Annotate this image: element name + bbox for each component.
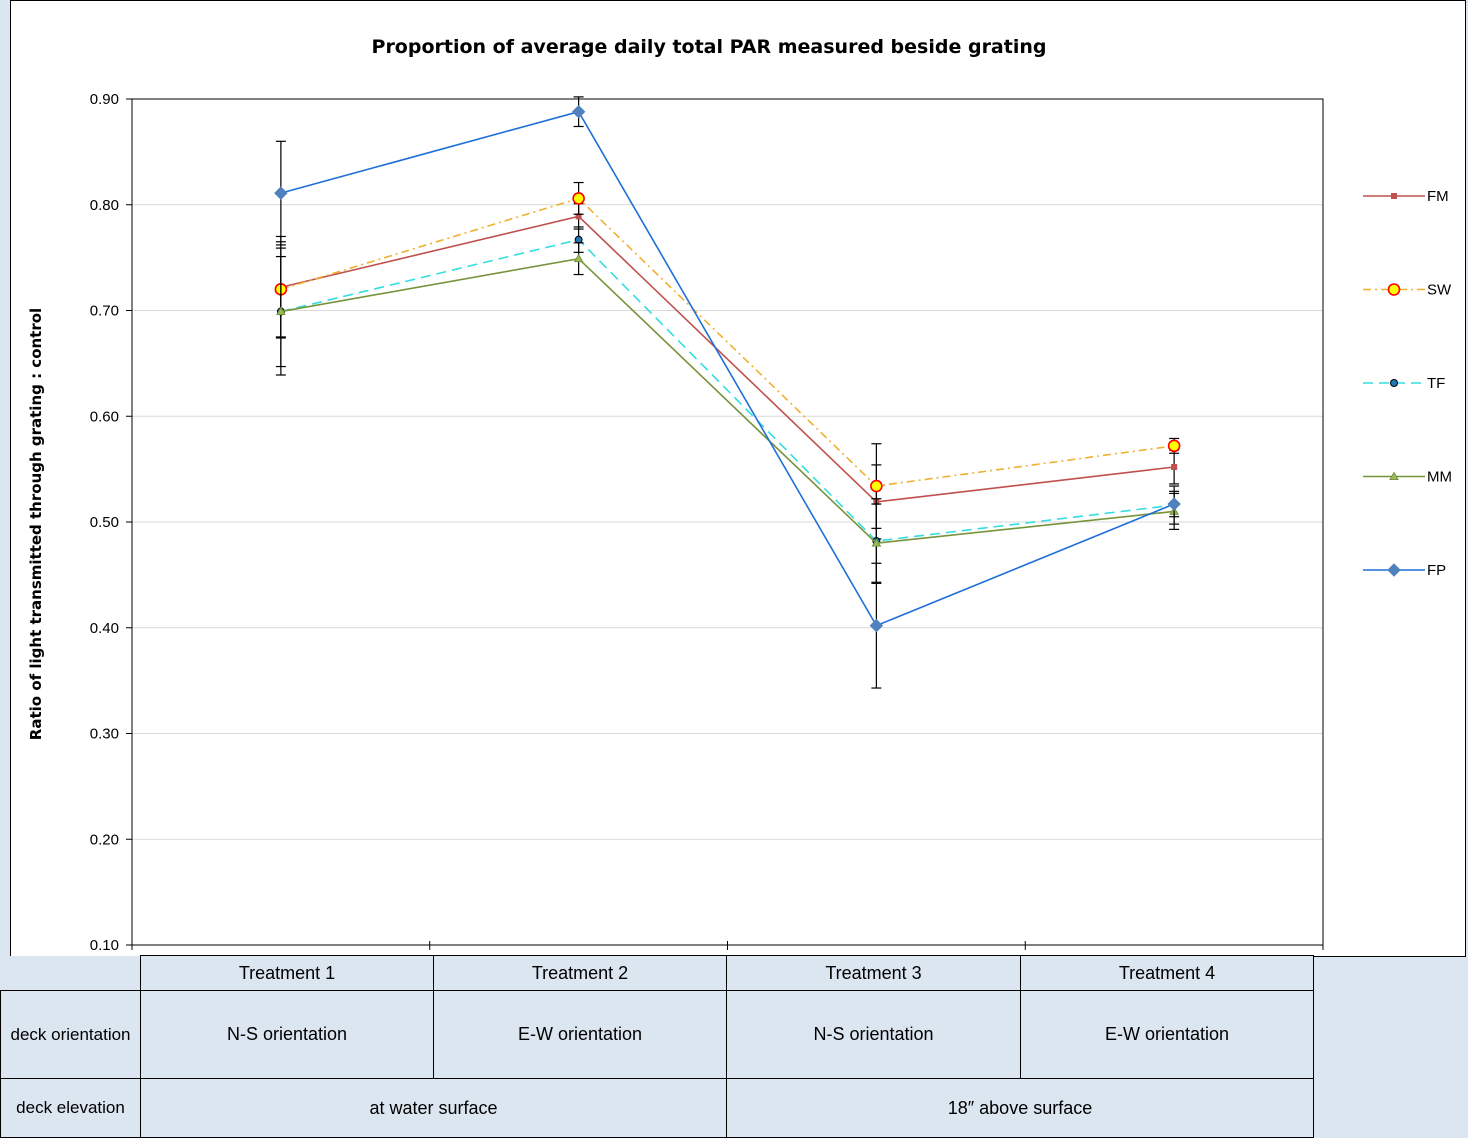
treatment-table: Treatment 1 Treatment 2 Treatment 3 Trea… <box>0 955 1314 1138</box>
legend-marker <box>1390 379 1398 387</box>
treatment-1-orientation: N-S orientation <box>140 990 434 1079</box>
legend-marker <box>1389 471 1399 480</box>
elevation-row-label: deck elevation <box>0 1078 141 1138</box>
y-tick-label: 0.80 <box>90 197 119 214</box>
data-point-fm <box>1171 464 1178 471</box>
chart-area: Proportion of average daily total PAR me… <box>10 0 1466 957</box>
data-point-fp <box>1167 497 1181 511</box>
series-fp <box>274 96 1181 689</box>
series-tf <box>275 226 1180 584</box>
treatment-2-orientation: E-W orientation <box>433 990 727 1079</box>
series-mm <box>275 242 1180 583</box>
legend-label: TF <box>1427 375 1445 392</box>
series-line-sw <box>280 197 1175 487</box>
series-line-fm <box>280 215 1175 503</box>
legend-entry-fp: FP <box>1363 562 1446 579</box>
legend-entry-tf: TF <box>1363 375 1445 392</box>
legend-label: FM <box>1427 188 1449 205</box>
y-tick-label: 0.60 <box>90 408 119 425</box>
legend-entry-fm: FM <box>1363 188 1449 205</box>
series-line-fp <box>280 110 1175 627</box>
y-tick-label: 0.20 <box>90 831 119 848</box>
data-point-sw <box>1167 439 1181 453</box>
data-point-mm <box>573 253 584 263</box>
data-point-sw <box>572 192 585 205</box>
legend-marker <box>1391 193 1397 199</box>
line-chart: Proportion of average daily total PAR me… <box>27 36 1452 954</box>
series-sw <box>274 181 1181 529</box>
y-axis-label: Ratio of light transmitted through grati… <box>27 308 45 740</box>
series-line-tf <box>280 238 1175 542</box>
data-point-fp <box>274 186 288 200</box>
orientation-row-label: deck orientation <box>0 990 141 1079</box>
treatment-3-orientation: N-S orientation <box>726 990 1021 1079</box>
legend-entry-mm: MM <box>1363 469 1452 486</box>
data-point-sw <box>870 479 883 493</box>
legend-label: SW <box>1427 282 1452 299</box>
y-tick-label: 0.30 <box>90 726 119 743</box>
table-corner <box>0 955 141 991</box>
treatment-3-header: Treatment 3 <box>726 955 1021 991</box>
series-line-mm <box>280 257 1175 544</box>
data-point-fp <box>869 618 884 633</box>
data-point-mm <box>276 306 286 316</box>
treatment-4-orientation: E-W orientation <box>1020 990 1314 1079</box>
legend-marker <box>1387 563 1401 577</box>
data-point-mm <box>871 538 882 547</box>
data-point-tf <box>574 235 583 244</box>
legend-label: FP <box>1427 562 1446 579</box>
y-tick-label: 0.10 <box>90 937 119 954</box>
series-fm <box>275 203 1180 540</box>
treatment-2-header: Treatment 2 <box>433 955 727 991</box>
elevation-water-surface: at water surface <box>140 1078 727 1138</box>
treatment-1-header: Treatment 1 <box>140 955 434 991</box>
gridlines <box>132 204 1323 840</box>
chart-title: Proportion of average daily total PAR me… <box>372 36 1047 58</box>
legend-label: MM <box>1427 469 1452 486</box>
y-tick-label: 0.40 <box>90 620 119 637</box>
y-tick-label: 0.50 <box>90 514 119 531</box>
data-point-fm <box>575 213 582 220</box>
legend-entry-sw: SW <box>1363 282 1452 299</box>
legend-marker <box>1387 283 1401 296</box>
series-layer <box>274 96 1181 689</box>
elevation-above-surface: 18″ above surface <box>726 1078 1314 1138</box>
treatment-4-header: Treatment 4 <box>1020 955 1314 991</box>
y-axis-ticks: 0.10 0.20 0.30 0.40 0.50 0.60 0.70 0.80 0.90 <box>90 91 1324 954</box>
y-tick-label: 0.90 <box>90 91 119 108</box>
y-tick-label: 0.70 <box>90 303 119 320</box>
legend: FM SW TF MM FP <box>1363 188 1452 579</box>
data-point-fp <box>571 104 586 119</box>
